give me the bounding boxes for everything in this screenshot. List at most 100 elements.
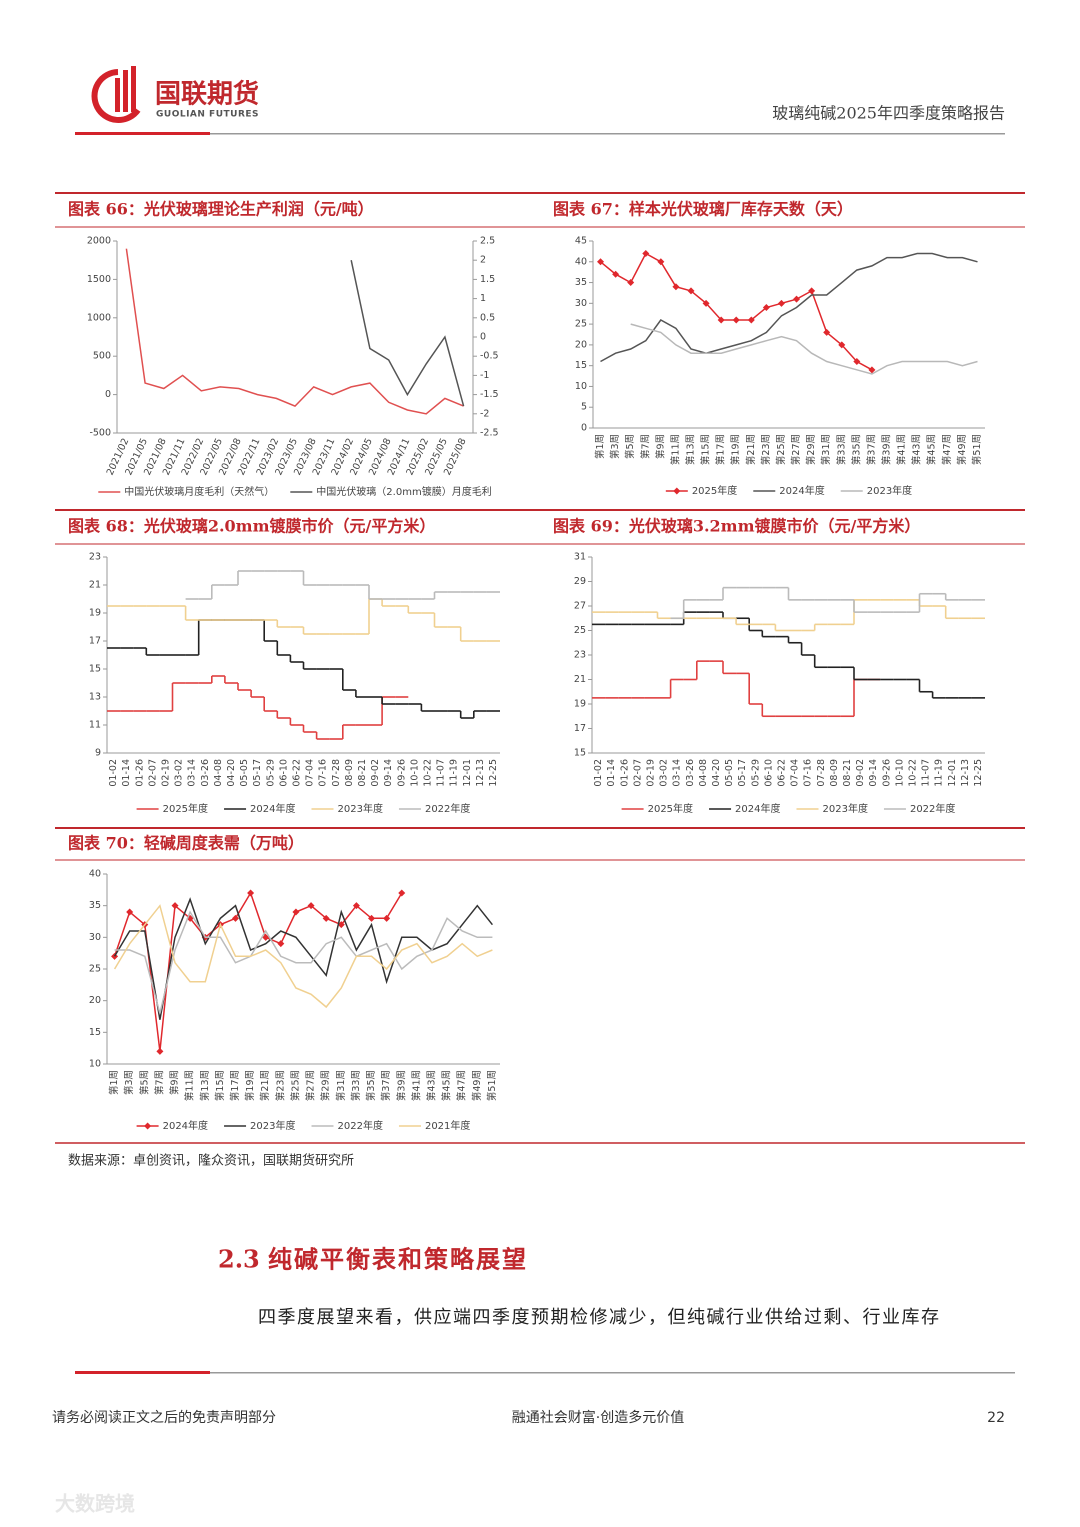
y2-tick-label: 2.5 [480,236,495,247]
point-marker [231,914,239,922]
x-tick-label: 第41周 [896,434,908,465]
point-marker [702,299,710,307]
x-tick-label: 11-07 [436,759,447,787]
x-tick-label: 07-04 [305,759,316,787]
point-marker [777,299,785,307]
x-tick-label: 第39周 [881,434,893,465]
y-tick-label: 23 [89,552,101,563]
footer-rule-accent [75,1371,210,1374]
legend-label: 2023年度 [867,484,912,497]
x-tick-label: 第43周 [425,1070,437,1101]
x-tick-label: 第11周 [669,434,681,465]
y-tick-label: 40 [89,869,101,880]
x-tick-label: 第43周 [911,434,923,465]
x-tick-label: 第1周 [108,1070,120,1095]
x-tick-label: 02-07 [147,759,158,787]
y-tick-label: 25 [574,625,586,636]
legend-label: 2021年度 [425,1119,470,1132]
y2-tick-label: -1 [480,370,489,381]
point-marker [337,921,345,929]
x-tick-label: 第25周 [289,1070,301,1101]
y-tick-label: 19 [89,608,101,619]
y2-tick-label: 2 [480,255,486,266]
legend-label: 2022年度 [338,1119,383,1132]
x-tick-label: 10-22 [907,759,918,787]
y2-tick-label: -0.5 [480,351,499,362]
series-line [630,323,978,375]
y-tick-label: 31 [574,552,586,563]
x-tick-label: 第25周 [775,434,787,465]
x-tick-label: 第17周 [715,434,727,465]
x-tick-label: 第19周 [730,434,742,465]
logo-mark [91,66,141,123]
x-tick-label: 第29周 [805,434,817,465]
x-tick-label: 第17周 [229,1070,241,1101]
point-marker [687,287,695,295]
y-tick-label: 0 [105,389,111,400]
x-tick-label: 05-29 [265,759,276,787]
x-tick-label: 11-07 [921,759,932,787]
series-line [350,260,465,407]
y-tick-label: 21 [89,580,101,591]
point-marker [111,952,119,960]
x-tick-label: 第47周 [941,434,953,465]
section-title: 纯碱平衡表和策略展望 [268,1245,528,1274]
point-marker [808,287,816,295]
header-rule-accent [75,132,210,135]
x-tick-label: 12-01 [947,759,958,787]
x-tick-label: 06-10 [763,759,774,787]
x-tick-label: 07-16 [803,759,814,787]
y-tick-label: 35 [575,277,587,288]
legend-label: 2024年度 [250,802,295,815]
x-tick-label: 第29周 [320,1070,332,1101]
x-tick-label: 第15周 [214,1070,226,1101]
x-tick-label: 第47周 [456,1070,468,1101]
y-tick-label: 1500 [87,274,111,285]
point-marker [277,940,285,948]
x-tick-label: 09-14 [383,759,394,787]
x-tick-label: 10-10 [894,759,905,787]
series-line [600,252,978,363]
y-tick-label: 30 [89,932,101,943]
series-line [114,910,493,1014]
x-tick-label: 第7周 [153,1070,165,1095]
x-tick-label: 03-14 [187,759,198,787]
x-tick-label: 第45周 [441,1070,453,1101]
x-tick-label: 07-04 [790,759,801,787]
point-marker [762,303,770,311]
x-tick-label: 第5周 [624,434,636,459]
x-tick-label: 第27周 [305,1070,317,1101]
figure-frames [55,192,1025,1144]
x-tick-label: 第35周 [365,1070,377,1101]
x-tick-label: 08-09 [344,759,355,787]
x-tick-label: 04-08 [213,759,224,787]
x-tick-label: 09-14 [868,759,879,787]
y-tick-label: 13 [89,692,101,703]
point-marker [793,295,801,303]
x-tick-label: 07-28 [331,759,342,787]
x-tick-label: 第37周 [865,434,877,465]
y2-tick-label: 0.5 [480,312,495,323]
y-tick-label: 45 [575,236,587,247]
y-tick-label: 500 [93,351,111,362]
point-marker [307,902,315,910]
x-tick-label: 第13周 [685,434,697,465]
body-paragraph: 四季度展望来看，供应端四季度预期检修减少，但纯碱行业供给过剩、行业库存 [258,1307,941,1328]
x-tick-label: 04-08 [698,759,709,787]
company-name-en: GUOLIAN FUTURES [156,110,259,120]
legend-label: 2024年度 [163,1119,208,1132]
y2-tick-label: -2 [480,408,489,419]
y2-tick-label: -2.5 [480,428,499,439]
point-marker [262,933,270,941]
legend-marker [673,487,681,495]
footer-rule [210,1372,1015,1374]
y-tick-label: 15 [575,360,587,371]
x-tick-label: 05-17 [252,759,263,787]
series-line [113,904,493,1009]
x-tick-label: 06-22 [291,759,302,787]
point-marker [732,316,740,324]
y-tick-label: 25 [575,319,587,330]
x-tick-label: 第19周 [244,1070,256,1101]
x-tick-label: 07-16 [318,759,329,787]
y2-tick-label: 0 [480,332,486,343]
